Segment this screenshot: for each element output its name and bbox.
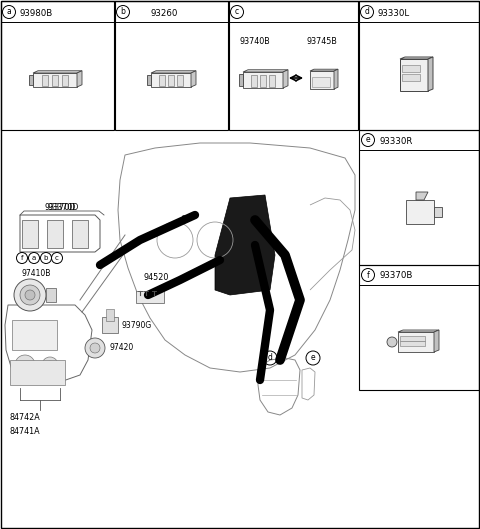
- Polygon shape: [243, 72, 283, 88]
- Polygon shape: [434, 330, 439, 352]
- Polygon shape: [416, 192, 428, 200]
- Text: 97420: 97420: [109, 343, 133, 352]
- Bar: [52, 75, 58, 86]
- Text: 94520: 94520: [143, 272, 168, 281]
- Polygon shape: [33, 71, 82, 73]
- Bar: [22, 220, 38, 248]
- Text: 93790G: 93790G: [122, 321, 152, 330]
- Text: c: c: [235, 7, 239, 16]
- Text: f: f: [367, 270, 370, 279]
- Bar: [12, 320, 57, 350]
- Polygon shape: [191, 71, 196, 87]
- Bar: [260, 75, 266, 87]
- Polygon shape: [215, 195, 275, 295]
- Polygon shape: [406, 200, 434, 224]
- Polygon shape: [398, 332, 434, 352]
- Polygon shape: [151, 71, 196, 73]
- Circle shape: [25, 290, 35, 300]
- Polygon shape: [151, 73, 191, 87]
- Bar: [102, 317, 118, 333]
- Text: 93370D: 93370D: [44, 204, 76, 213]
- Text: b: b: [44, 255, 48, 261]
- Bar: [177, 75, 183, 86]
- Polygon shape: [29, 75, 33, 85]
- Bar: [1, 1, 114, 130]
- Polygon shape: [283, 70, 288, 88]
- Bar: [400, 341, 425, 345]
- Text: b: b: [120, 7, 125, 16]
- Polygon shape: [400, 57, 433, 59]
- Bar: [136, 291, 164, 303]
- Text: f: f: [21, 255, 23, 261]
- Polygon shape: [33, 73, 77, 87]
- Circle shape: [15, 355, 35, 375]
- Bar: [359, 1, 480, 130]
- Bar: [46, 288, 56, 302]
- Text: 93370B: 93370B: [379, 271, 412, 280]
- Text: c: c: [55, 255, 59, 261]
- Polygon shape: [428, 57, 433, 91]
- Bar: [359, 130, 479, 265]
- Polygon shape: [400, 59, 428, 91]
- Bar: [400, 336, 425, 341]
- Text: 84742A: 84742A: [10, 414, 41, 423]
- Circle shape: [20, 285, 40, 305]
- Bar: [434, 207, 442, 217]
- Text: 93745B: 93745B: [307, 38, 337, 47]
- Text: a: a: [7, 7, 12, 16]
- Bar: [106, 309, 114, 321]
- Text: e: e: [366, 135, 370, 144]
- Text: 93330R: 93330R: [379, 136, 412, 145]
- Bar: [269, 75, 275, 87]
- Polygon shape: [77, 71, 82, 87]
- Text: d: d: [365, 7, 370, 16]
- Bar: [251, 75, 257, 87]
- Circle shape: [42, 357, 58, 373]
- Bar: [229, 1, 358, 130]
- Text: 93370D: 93370D: [47, 203, 78, 212]
- Bar: [72, 220, 88, 248]
- Circle shape: [90, 343, 100, 353]
- Text: a: a: [32, 255, 36, 261]
- Bar: [159, 75, 165, 86]
- Text: d: d: [267, 353, 273, 362]
- Bar: [402, 74, 420, 81]
- Bar: [47, 220, 63, 248]
- Bar: [402, 65, 420, 72]
- Polygon shape: [334, 69, 338, 89]
- Text: e: e: [311, 353, 315, 362]
- Text: 84741A: 84741A: [10, 427, 41, 436]
- Text: 97410B: 97410B: [22, 269, 51, 278]
- Polygon shape: [398, 330, 439, 332]
- Text: 93740B: 93740B: [240, 38, 270, 47]
- Bar: [42, 75, 48, 86]
- Bar: [359, 265, 479, 390]
- Bar: [312, 77, 330, 87]
- Bar: [115, 1, 228, 130]
- Polygon shape: [239, 74, 243, 86]
- Polygon shape: [147, 75, 151, 85]
- Circle shape: [387, 337, 397, 347]
- Polygon shape: [310, 69, 338, 71]
- Bar: [61, 75, 68, 86]
- Text: 93980B: 93980B: [19, 8, 52, 17]
- Bar: [168, 75, 174, 86]
- Polygon shape: [310, 71, 334, 89]
- Text: 93260: 93260: [150, 8, 178, 17]
- Circle shape: [14, 279, 46, 311]
- Bar: [10, 360, 65, 385]
- Polygon shape: [243, 70, 288, 72]
- Text: 93330L: 93330L: [377, 8, 409, 17]
- Circle shape: [85, 338, 105, 358]
